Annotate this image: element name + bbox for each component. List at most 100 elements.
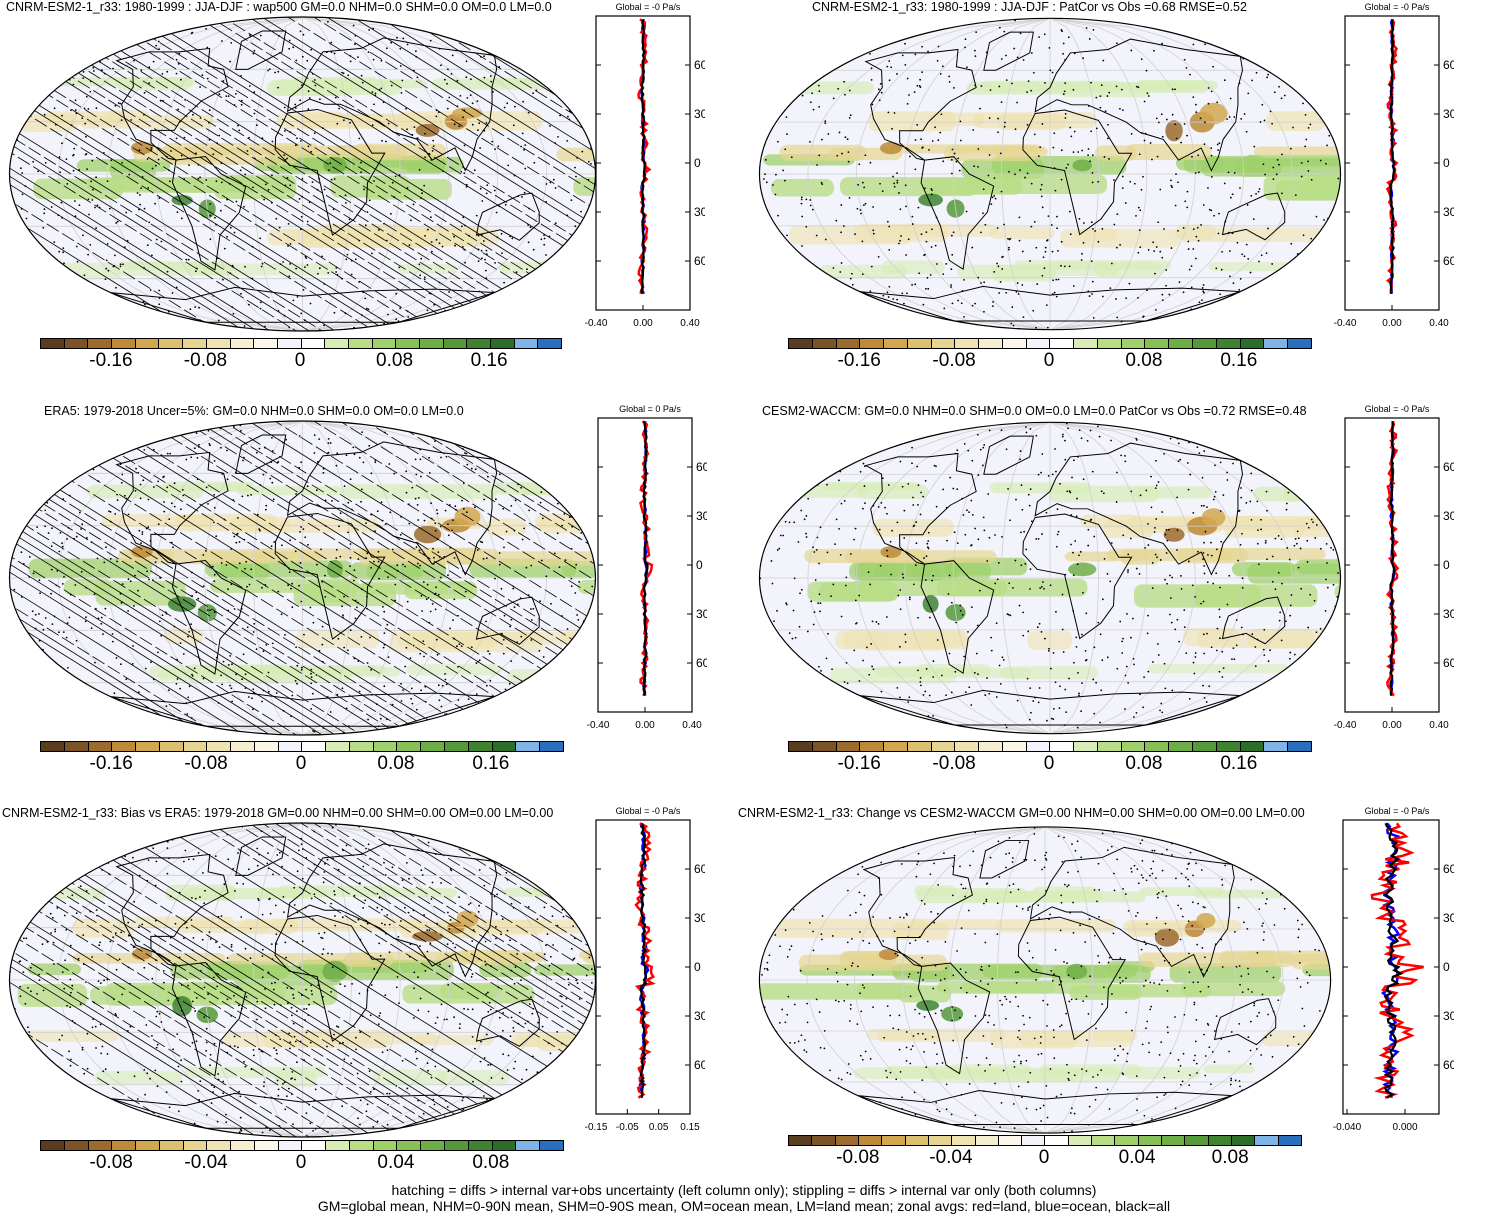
stipple-dot <box>26 676 28 678</box>
stipple-dot <box>1331 629 1334 632</box>
stipple-dot <box>406 310 409 313</box>
hatching-line <box>22 823 536 1137</box>
stipple-dot <box>174 1134 177 1137</box>
stipple-dot <box>1218 212 1220 215</box>
stipple-dot <box>1287 491 1290 494</box>
stipple-dot <box>756 258 758 260</box>
stipple-dot <box>1245 445 1248 448</box>
stipple-dot <box>451 529 454 532</box>
stipple-dot <box>759 88 761 91</box>
stipple-dot <box>349 629 352 632</box>
stipple-dot <box>1219 510 1222 512</box>
stipple-dot <box>438 556 441 558</box>
colorbar-swatch <box>836 742 861 751</box>
stipple-dot <box>898 645 901 648</box>
stipple-dot <box>1210 90 1213 93</box>
stipple-dot <box>166 847 169 849</box>
stipple-dot <box>449 504 451 506</box>
stipple-dot <box>206 609 209 611</box>
stipple-dot <box>295 267 297 270</box>
stipple-dot <box>767 264 769 267</box>
stipple-dot <box>187 858 190 861</box>
stipple-dot <box>311 72 314 75</box>
anomaly-spot <box>131 948 153 960</box>
stipple-dot <box>841 445 844 448</box>
stipple-dot <box>1252 51 1254 54</box>
stipple-dot <box>1092 29 1095 31</box>
stipple-dot <box>1044 81 1046 84</box>
stipple-dot <box>957 157 960 160</box>
stipple-dot <box>891 529 894 532</box>
stipple-dot <box>103 712 106 715</box>
stipple-dot <box>231 264 234 267</box>
stipple-dot <box>1267 227 1269 230</box>
stipple-dot <box>222 660 225 663</box>
hatching-line <box>204 421 596 735</box>
stipple-dot <box>528 207 530 210</box>
stipple-dot <box>338 14 340 16</box>
stipple-dot <box>785 496 788 499</box>
stipple-dot <box>1203 565 1205 567</box>
stipple-dot <box>224 929 227 932</box>
anomaly-spot <box>1201 508 1226 527</box>
stipple-dot <box>158 289 161 292</box>
stipple-dot <box>845 661 848 664</box>
stipple-dot <box>1008 246 1010 249</box>
stipple-dot <box>852 290 855 293</box>
stipple-dot <box>844 40 847 43</box>
stipple-dot <box>495 211 498 214</box>
stipple-dot <box>127 513 130 516</box>
stipple-dot <box>1135 711 1138 714</box>
stipple-dot <box>926 276 929 279</box>
stipple-dot <box>549 1052 552 1055</box>
stipple-dot <box>1060 264 1062 267</box>
stipple-dot <box>1174 204 1177 207</box>
stipple-dot <box>576 46 579 49</box>
stipple-dot <box>141 923 144 926</box>
stipple-dot <box>832 583 835 586</box>
stipple-dot <box>1023 530 1026 533</box>
stipple-dot <box>503 22 506 25</box>
stipple-dot <box>1075 515 1078 518</box>
hatching-line <box>9 17 302 331</box>
stipple-dot <box>485 557 488 559</box>
stipple-dot <box>275 692 278 694</box>
stipple-dot <box>318 649 321 652</box>
stipple-dot <box>1315 446 1318 449</box>
stipple-dot <box>967 449 970 452</box>
stipple-dot <box>475 214 478 217</box>
stipple-dot <box>1075 636 1078 639</box>
stipple-dot <box>226 1051 229 1054</box>
stipple-dot <box>373 180 375 182</box>
stipple-dot <box>1220 540 1223 543</box>
stipple-dot <box>66 33 69 36</box>
stipple-dot <box>921 71 923 74</box>
stipple-dot <box>819 602 822 605</box>
colorbar-swatch <box>1288 339 1311 348</box>
stipple-dot <box>1166 118 1168 121</box>
stipple-dot <box>283 154 286 157</box>
stipple-dot <box>110 159 113 162</box>
anomaly-patch <box>819 264 908 279</box>
stipple-dot <box>27 421 29 422</box>
stipple-dot <box>157 651 159 654</box>
stipple-dot <box>463 144 466 147</box>
stipple-dot <box>1040 183 1043 186</box>
stipple-dot <box>233 426 235 428</box>
colorbar-swatch <box>931 742 956 751</box>
stipple-dot <box>416 137 419 139</box>
stipple-dot <box>43 212 46 215</box>
stipple-dot <box>512 906 515 909</box>
anomaly-patch <box>1266 111 1325 131</box>
stipple-dot <box>1205 34 1208 37</box>
stipple-dot <box>485 620 487 623</box>
stipple-dot <box>22 910 25 913</box>
stipple-dot <box>578 17 581 18</box>
stipple-dot <box>360 74 363 77</box>
stipple-dot <box>94 206 96 209</box>
stipple-dot <box>163 501 165 503</box>
stipple-dot <box>20 455 22 458</box>
stipple-dot <box>807 497 810 500</box>
stipple-dot <box>793 521 796 524</box>
stipple-dot <box>580 532 583 534</box>
